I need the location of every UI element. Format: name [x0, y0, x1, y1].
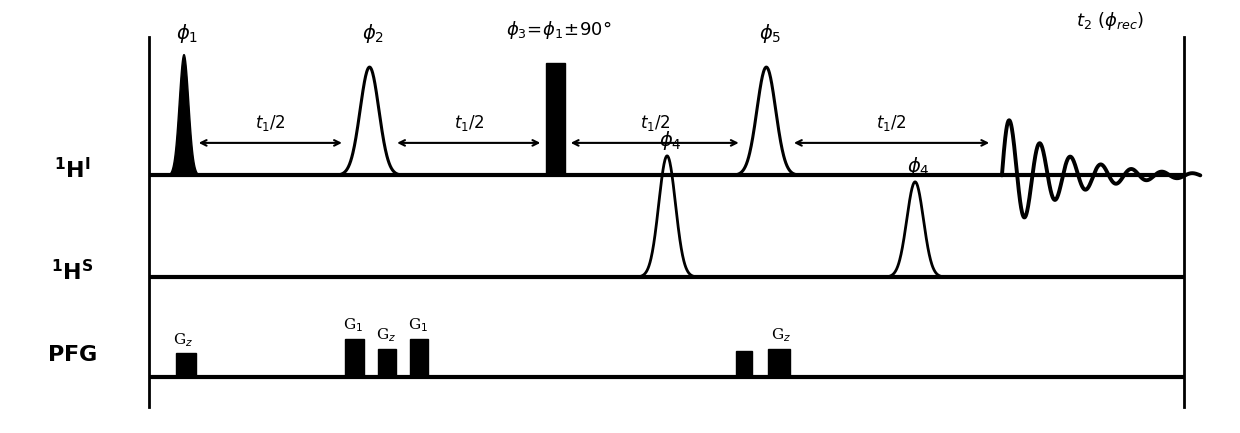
Bar: [409, 339, 429, 377]
Bar: [546, 63, 565, 175]
Text: $t_1/2$: $t_1/2$: [454, 113, 484, 133]
Bar: [768, 349, 790, 377]
Text: $t_2\ (\phi_{rec})$: $t_2\ (\phi_{rec})$: [1076, 10, 1143, 32]
Text: $\phi_4$: $\phi_4$: [660, 129, 682, 152]
Bar: [737, 351, 751, 377]
Text: $\phi_3\!=\!\phi_1\!\pm\!90°$: $\phi_3\!=\!\phi_1\!\pm\!90°$: [506, 19, 613, 41]
Bar: [377, 349, 397, 377]
Bar: [176, 353, 196, 377]
Text: G$_1$: G$_1$: [343, 317, 363, 334]
Text: G$_z$: G$_z$: [174, 331, 193, 349]
Text: $\phi_5$: $\phi_5$: [759, 23, 781, 45]
Text: G$_z$: G$_z$: [771, 326, 791, 344]
Text: $\mathbf{PFG}$: $\mathbf{PFG}$: [47, 344, 97, 366]
Text: G$_1$: G$_1$: [408, 317, 428, 334]
Bar: [345, 339, 365, 377]
Text: $t_1/2$: $t_1/2$: [877, 113, 906, 133]
Text: G$_z$: G$_z$: [376, 326, 396, 344]
Text: $\phi_4$: $\phi_4$: [908, 155, 930, 178]
Text: $\phi_1$: $\phi_1$: [176, 23, 198, 45]
Text: $\mathbf{^{1}H^{S}}$: $\mathbf{^{1}H^{S}}$: [51, 260, 93, 285]
Text: $t_1/2$: $t_1/2$: [255, 113, 285, 133]
Text: $\mathbf{^{1}H^{I}}$: $\mathbf{^{1}H^{I}}$: [53, 158, 91, 184]
Text: $t_1/2$: $t_1/2$: [640, 113, 670, 133]
Text: $\phi_2$: $\phi_2$: [362, 23, 384, 45]
